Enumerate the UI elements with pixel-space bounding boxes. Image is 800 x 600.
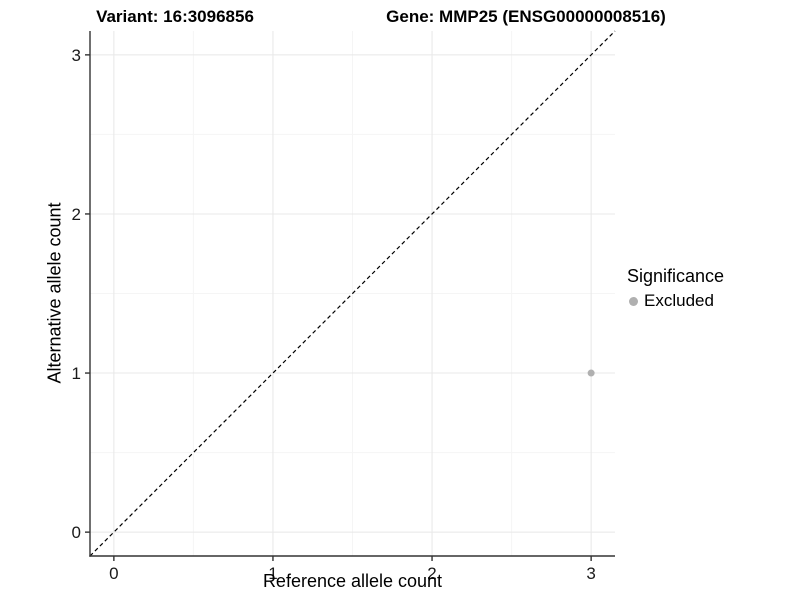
legend: Significance Excluded	[626, 266, 724, 311]
x-axis-title: Reference allele count	[262, 571, 443, 591]
legend-item-label: Excluded	[644, 291, 714, 310]
legend-item-excluded: Excluded	[626, 291, 724, 311]
x-tick-label: 0	[109, 564, 119, 583]
plot-title-variant: Variant: 16:3096856	[96, 7, 254, 26]
y-tick-label: 2	[71, 204, 81, 224]
plot-title-gene: Gene: MMP25 (ENSG00000008516)	[386, 7, 666, 26]
y-tick-label: 1	[71, 364, 81, 384]
data-point-excluded	[587, 369, 595, 377]
y-axis-title: Alternative allele count	[44, 202, 65, 384]
identity-dashed-line	[89, 30, 616, 557]
y-tick-label: 0	[71, 523, 81, 543]
x-tick-label: 2	[427, 564, 437, 583]
legend-point-circle-icon	[629, 297, 638, 306]
x-tick-label: 3	[586, 564, 596, 583]
x-tick-label: 1	[268, 564, 278, 583]
legend-title: Significance	[627, 266, 725, 286]
y-tick-label: 3	[71, 45, 81, 65]
